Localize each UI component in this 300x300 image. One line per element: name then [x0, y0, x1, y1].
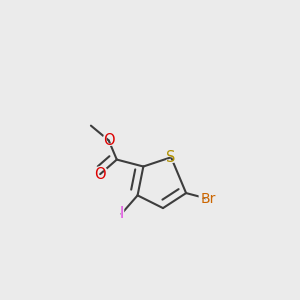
Text: Br: Br — [197, 190, 219, 208]
Text: S: S — [167, 150, 176, 165]
Text: O: O — [92, 165, 108, 184]
Text: O: O — [94, 167, 106, 182]
Text: Br: Br — [200, 192, 216, 206]
Text: O: O — [103, 133, 115, 148]
Text: S: S — [164, 148, 178, 167]
Text: I: I — [119, 206, 124, 221]
Text: O: O — [101, 131, 117, 150]
Text: I: I — [118, 204, 125, 224]
